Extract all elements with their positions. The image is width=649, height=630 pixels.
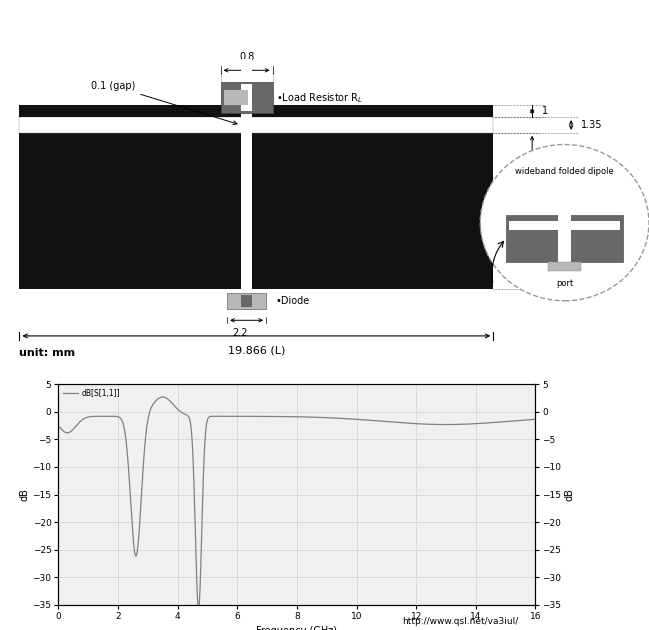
Bar [227, 293, 266, 309]
Text: 0.1 (gap): 0.1 (gap) [91, 81, 237, 125]
Bar [548, 261, 581, 272]
Text: •Diode: •Diode [276, 295, 310, 306]
Text: http://www.qsl.net/va3iul/: http://www.qsl.net/va3iul/ [402, 617, 519, 626]
Text: 1.35: 1.35 [581, 120, 602, 130]
Legend: dB[S[1,1]]: dB[S[1,1]] [62, 388, 121, 399]
Text: wideband folded dipole: wideband folded dipole [515, 168, 614, 176]
Y-axis label: dB: dB [19, 488, 30, 501]
Bar [19, 105, 493, 117]
Text: 1: 1 [542, 106, 548, 117]
Text: 0.8: 0.8 [239, 52, 254, 62]
Bar [19, 105, 493, 289]
X-axis label: Frequency (GHz): Frequency (GHz) [256, 626, 337, 630]
Text: unit: mm: unit: mm [19, 348, 75, 358]
Ellipse shape [480, 144, 649, 301]
Text: •Load Resistor R$_L$: •Load Resistor R$_L$ [276, 91, 363, 105]
Text: 19.866 (L): 19.866 (L) [228, 346, 285, 356]
Bar [221, 82, 273, 113]
Text: port: port [556, 279, 573, 289]
Text: 5.925 (W): 5.925 (W) [542, 206, 593, 216]
Bar [241, 84, 252, 112]
Bar [241, 59, 252, 289]
Bar [19, 117, 493, 133]
Bar [241, 295, 252, 307]
Bar [506, 215, 623, 261]
Y-axis label: dB: dB [564, 488, 574, 501]
Bar [558, 215, 571, 261]
Bar [509, 220, 620, 231]
Text: 2.2: 2.2 [232, 328, 248, 338]
Bar [224, 90, 248, 105]
